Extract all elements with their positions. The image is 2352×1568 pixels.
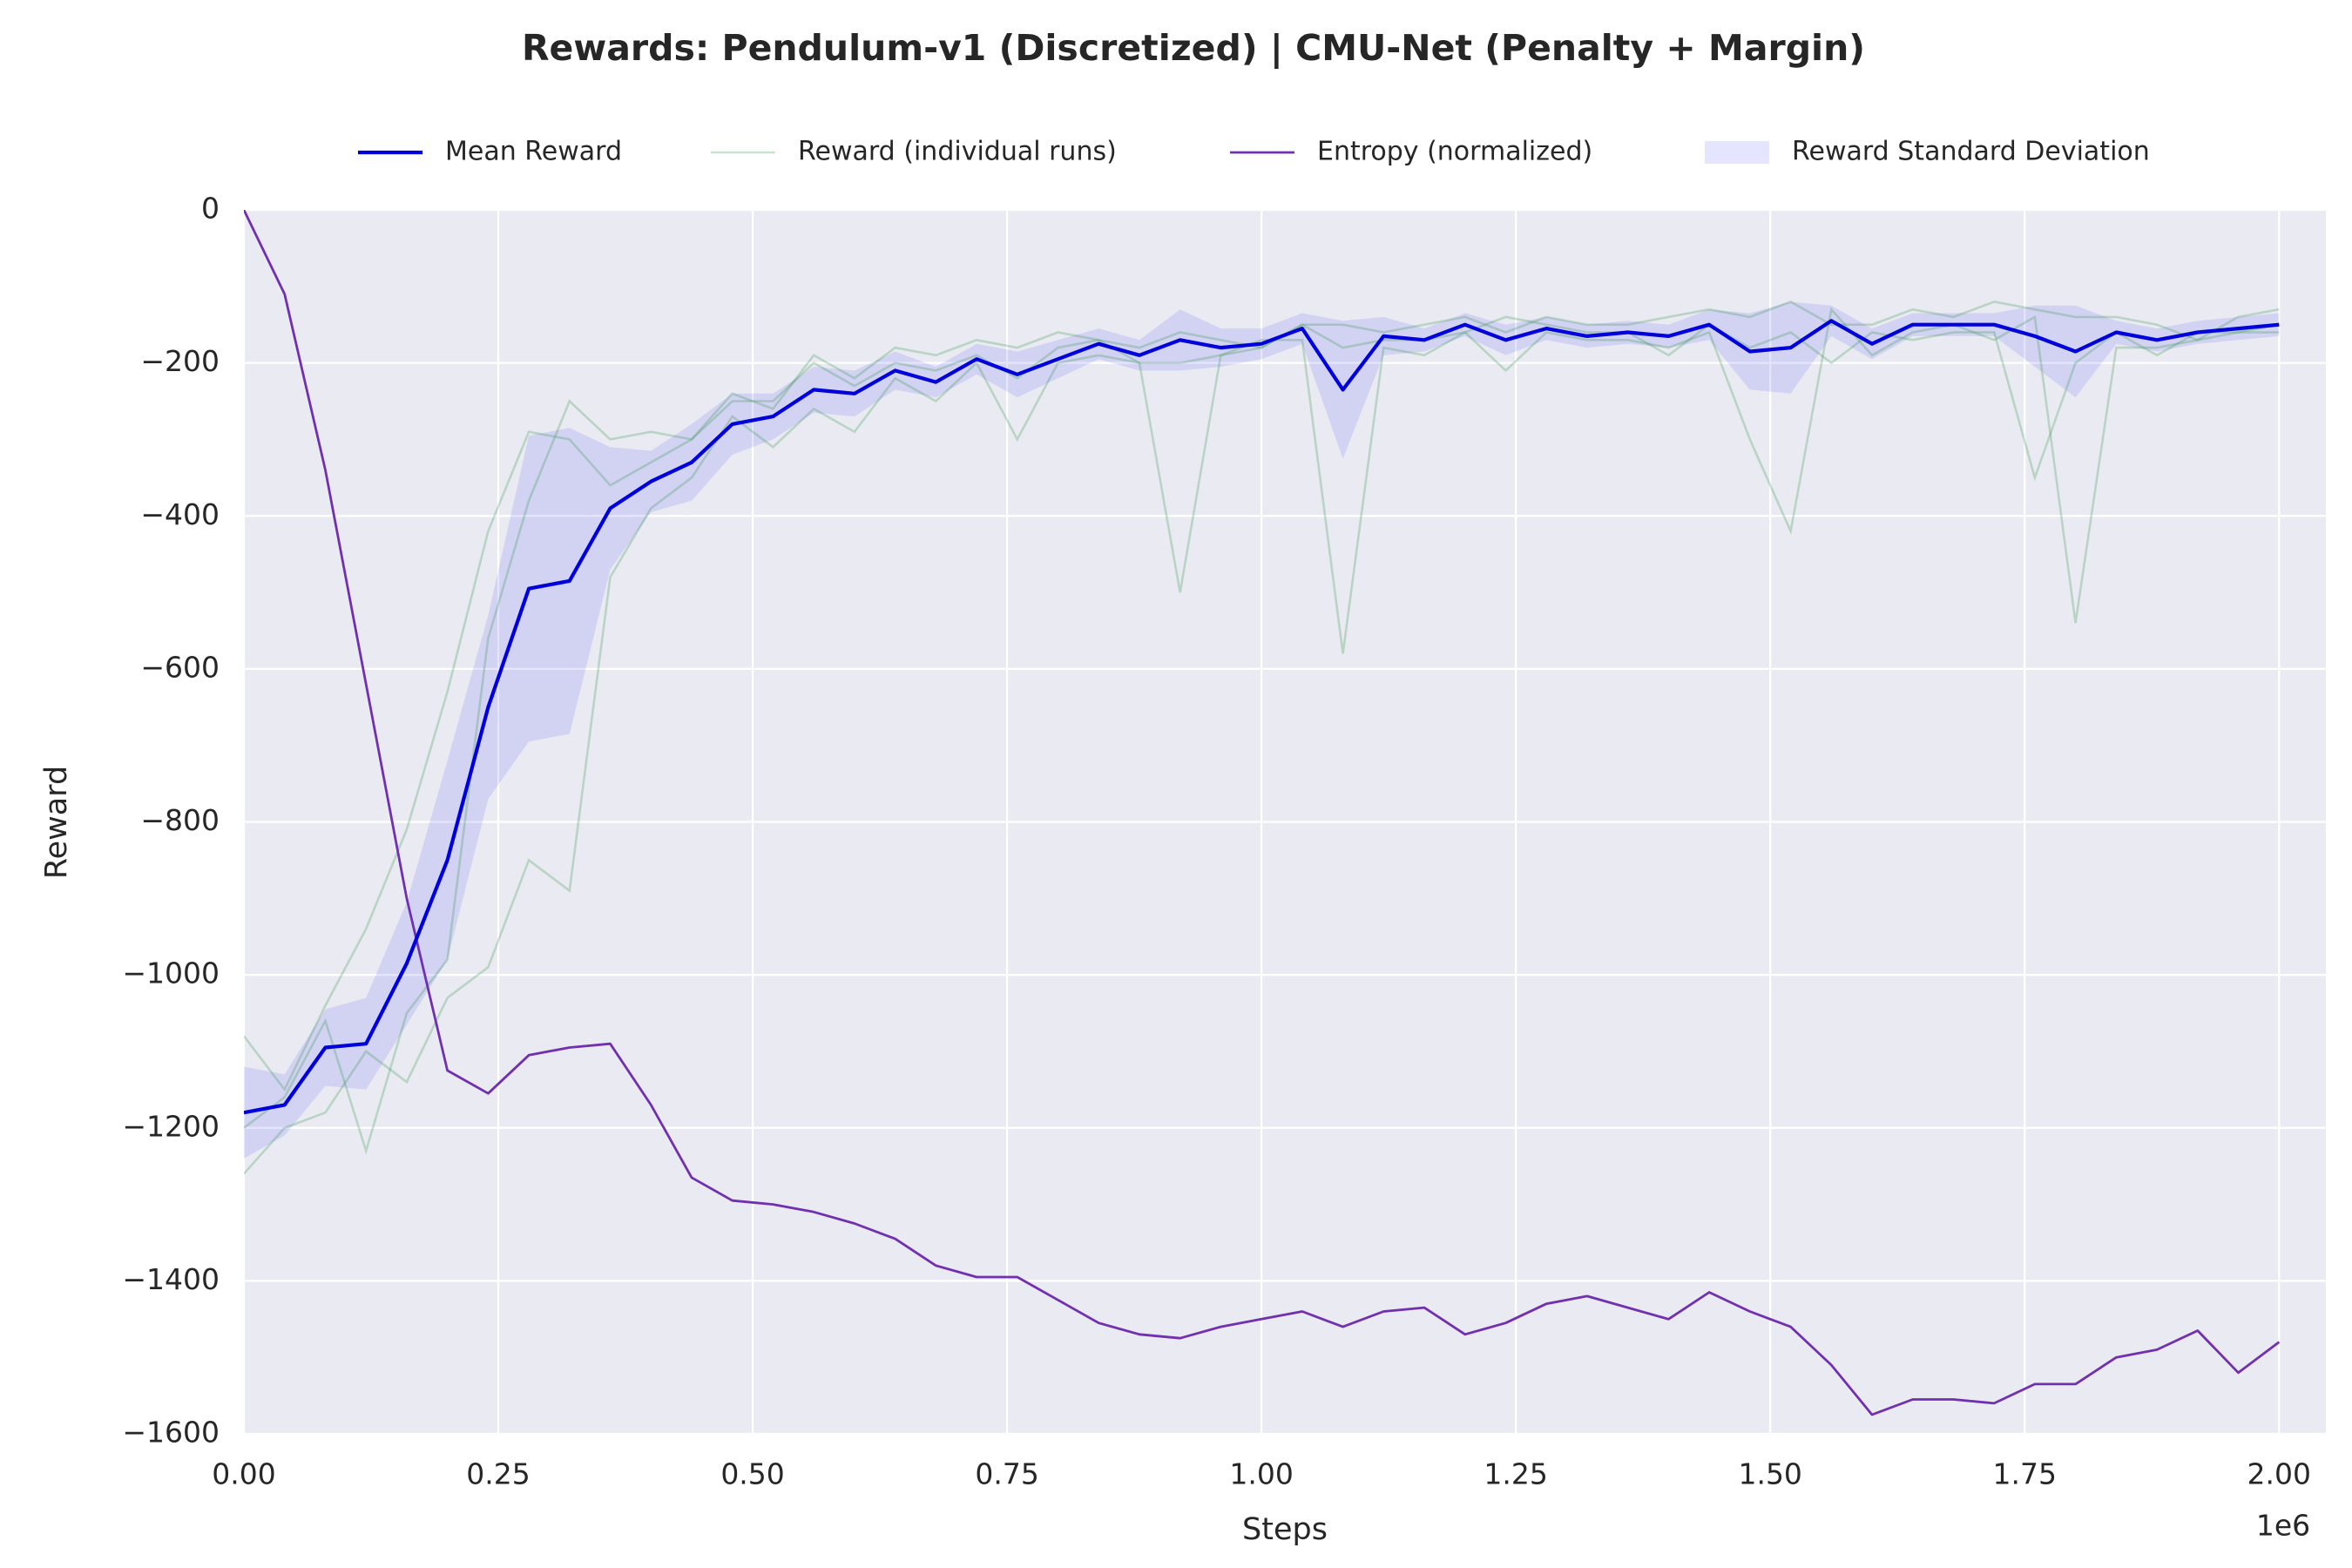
y-tick-label: 0 <box>201 192 220 226</box>
y-tick-label: −800 <box>140 803 220 837</box>
x-axis-label: Steps <box>1242 1512 1328 1547</box>
y-tick-label: −1400 <box>122 1262 220 1296</box>
run-line <box>244 315 2280 1175</box>
x-tick-label: 1.25 <box>1484 1457 1547 1491</box>
y-axis-label: Reward <box>39 766 74 879</box>
chart-title: Rewards: Pendulum-v1 (Discretized) | CMU… <box>522 27 1865 70</box>
y-tick-label: −600 <box>140 650 220 684</box>
x-tick-label: 1.75 <box>1992 1457 2056 1491</box>
x-tick-label: 0.00 <box>212 1457 275 1491</box>
x-tick-label: 0.25 <box>466 1457 530 1491</box>
run-line <box>244 307 2280 1155</box>
y-tick-label: −1600 <box>122 1416 220 1450</box>
y-tick-label: −1000 <box>122 956 220 990</box>
y-tick-label: −200 <box>140 344 220 378</box>
legend-label: Entropy (normalized) <box>1317 137 1592 167</box>
mean-line <box>244 319 2280 1115</box>
std-band <box>244 301 2280 1159</box>
legend-label: Mean Reward <box>445 137 622 167</box>
legend-label: Reward (individual runs) <box>798 137 1117 167</box>
run-line <box>244 300 2280 1092</box>
legend-swatch <box>1705 141 1769 164</box>
x-tick-label: 2.00 <box>2247 1457 2311 1491</box>
entropy-line <box>244 210 2281 1416</box>
y-tick-label: −400 <box>140 497 220 531</box>
x-tick-label: 0.50 <box>720 1457 784 1491</box>
x-tick-label: 1.00 <box>1229 1457 1293 1491</box>
x-tick-label: 1.50 <box>1738 1457 1801 1491</box>
y-tick-label: −1200 <box>122 1109 220 1143</box>
x-tick-label: 0.75 <box>975 1457 1038 1491</box>
legend-label: Reward Standard Deviation <box>1792 137 2150 167</box>
x-offset-label: 1e6 <box>2256 1509 2310 1543</box>
